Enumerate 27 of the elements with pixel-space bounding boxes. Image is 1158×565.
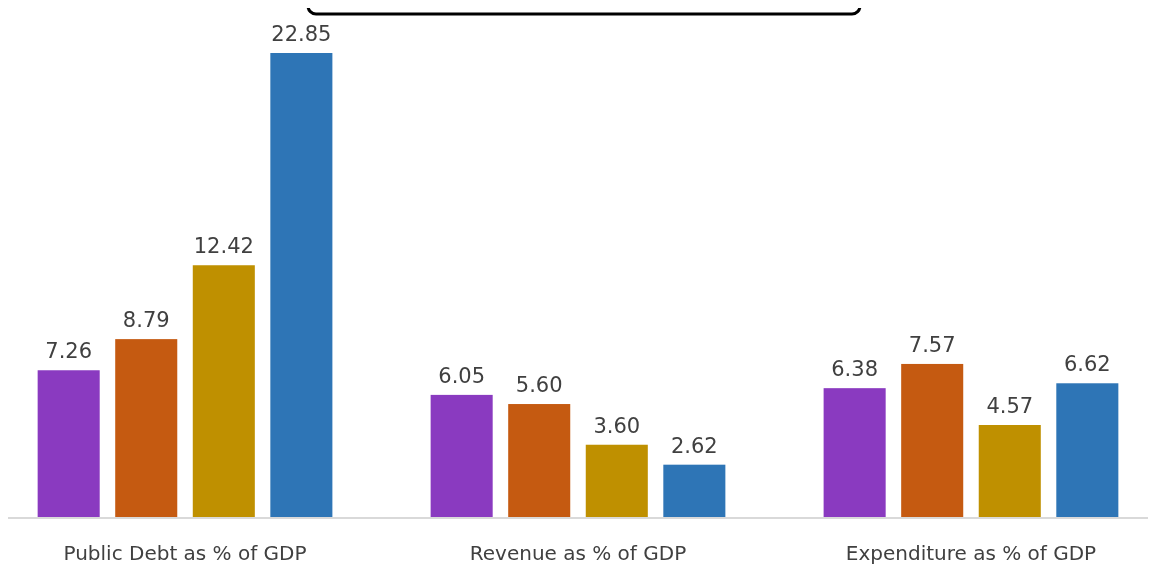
data-label: 7.26 <box>45 339 93 364</box>
bar <box>585 444 648 518</box>
data-label: 4.57 <box>986 394 1034 418</box>
x-tick-label: Public Debt as % of GDP <box>63 541 307 565</box>
data-label: 5.60 <box>515 373 563 398</box>
bar <box>115 339 178 518</box>
bar <box>1056 383 1119 518</box>
bar <box>823 388 886 518</box>
x-tick-label: Revenue as % of GDP <box>469 541 687 565</box>
data-label: 12.42 <box>193 234 254 259</box>
data-label: 8.79 <box>122 308 170 333</box>
bar <box>270 53 333 518</box>
data-label: 6.05 <box>438 363 486 388</box>
data-label: 7.57 <box>908 332 956 357</box>
bar <box>978 425 1041 518</box>
bar <box>508 404 571 518</box>
bar <box>192 265 255 518</box>
bar <box>430 394 493 518</box>
bar <box>663 464 726 518</box>
data-label: 6.62 <box>1063 352 1111 377</box>
x-tick-label: Expenditure as % of GDP <box>845 541 1097 565</box>
data-label: 6.38 <box>831 357 879 382</box>
data-label: 22.85 <box>271 22 332 46</box>
data-label: 3.60 <box>593 413 641 438</box>
data-label: 2.62 <box>670 433 718 458</box>
bar <box>901 363 964 518</box>
bar <box>37 370 100 518</box>
